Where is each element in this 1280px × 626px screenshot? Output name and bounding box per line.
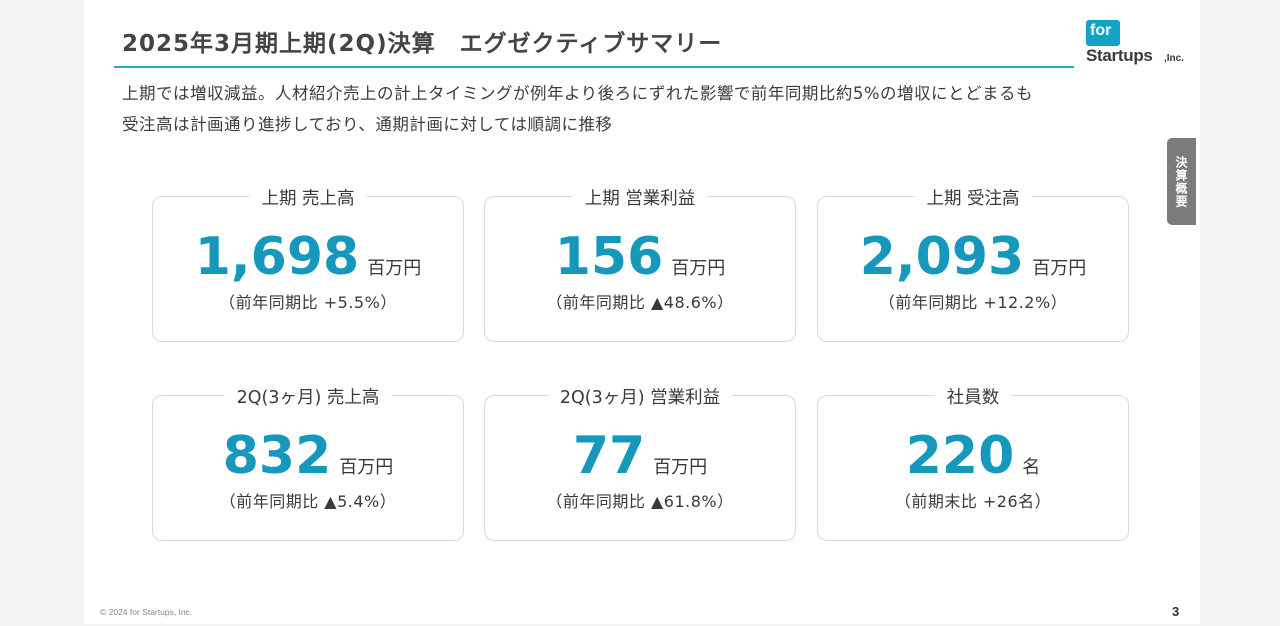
kpi-unit: 百万円	[653, 457, 708, 478]
kpi-unit: 百万円	[367, 258, 422, 279]
summary-line-1: 上期では増収減益。人材紹介売上の計上タイミングが例年より後ろにずれた影響で前年同…	[122, 84, 1034, 103]
logo-mark: for	[1086, 20, 1120, 46]
kpi-label: 2Q(3ヶ月) 営業利益	[547, 384, 733, 409]
kpi-label: 上期 営業利益	[572, 185, 708, 210]
kpi-value: 77	[572, 426, 646, 486]
company-logo: for Startups ,Inc.	[1086, 20, 1186, 68]
page-number: 3	[1172, 604, 1180, 619]
kpi-comparison: （前年同期比 ▲5.4%）	[219, 492, 397, 511]
kpi-unit: 百万円	[1032, 258, 1087, 279]
kpi-value: 832	[222, 426, 332, 486]
logo-wordmark: Startups	[1086, 46, 1153, 65]
kpi-card-h1-operating-profit: 上期 営業利益 156 百万円 （前年同期比 ▲48.6%）	[484, 185, 796, 342]
kpi-label: 2Q(3ヶ月) 売上高	[224, 384, 392, 409]
copyright: © 2024 for Startups, Inc.	[100, 607, 193, 617]
kpi-card-q2-operating-profit: 2Q(3ヶ月) 営業利益 77 百万円 （前年同期比 ▲61.8%）	[484, 384, 796, 541]
kpi-label: 上期 受注高	[914, 185, 1032, 210]
kpi-value: 2,093	[859, 227, 1025, 287]
kpi-label: 社員数	[934, 384, 1012, 409]
kpi-comparison: （前年同期比 +12.2%）	[878, 293, 1068, 312]
kpi-comparison: （前年同期比 +5.5%）	[219, 293, 397, 312]
logo-for-text: for	[1090, 22, 1112, 39]
kpi-label: 上期 売上高	[249, 185, 367, 210]
kpi-card-h1-orders: 上期 受注高 2,093 百万円 （前年同期比 +12.2%）	[817, 185, 1129, 342]
kpi-comparison: （前期末比 +26名）	[894, 492, 1052, 511]
summary-text: 上期では増収減益。人材紹介売上の計上タイミングが例年より後ろにずれた影響で前年同…	[122, 78, 1082, 140]
kpi-comparison: （前年同期比 ▲61.8%）	[546, 492, 734, 511]
logo-inc: ,Inc.	[1164, 53, 1185, 64]
slide: 2025年3月期上期(2Q)決算 エグゼクティブサマリー for Startup…	[84, 0, 1200, 624]
kpi-card-h1-revenue: 上期 売上高 1,698 百万円 （前年同期比 +5.5%）	[152, 185, 464, 342]
kpi-value: 1,698	[194, 227, 360, 287]
kpi-card-q2-revenue: 2Q(3ヶ月) 売上高 832 百万円 （前年同期比 ▲5.4%）	[152, 384, 464, 541]
kpi-unit: 名	[1022, 457, 1041, 478]
kpi-card-employees: 社員数 220 名 （前期末比 +26名）	[817, 384, 1129, 541]
kpi-unit: 百万円	[671, 258, 726, 279]
section-tab[interactable]: 決算概要	[1167, 138, 1196, 225]
kpi-value: 220	[905, 426, 1015, 486]
kpi-value: 156	[554, 227, 664, 287]
summary-line-2: 受注高は計画通り進捗しており、通期計画に対しては順調に推移	[122, 115, 613, 134]
title-underline	[114, 66, 1074, 68]
kpi-unit: 百万円	[339, 457, 394, 478]
page-title: 2025年3月期上期(2Q)決算 エグゼクティブサマリー	[122, 31, 723, 57]
kpi-comparison: （前年同期比 ▲48.6%）	[546, 293, 734, 312]
